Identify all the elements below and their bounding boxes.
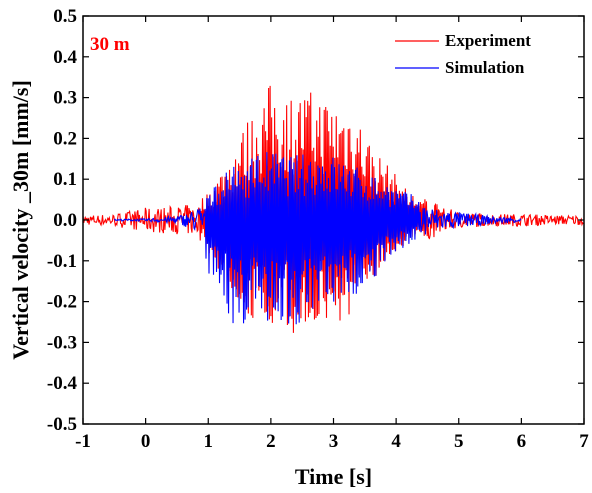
y-tick-label: 0.1: [53, 169, 77, 190]
y-tick-label: 0.0: [53, 210, 77, 231]
distance-annotation: 30 m: [90, 34, 130, 55]
y-tick-label: -0.1: [47, 251, 77, 272]
series-line-simulation: [114, 152, 522, 325]
x-tick-label: -1: [75, 431, 91, 452]
x-tick-label: 6: [517, 431, 527, 452]
axis-ticks: [82, 15, 585, 425]
x-tick-label: 4: [391, 431, 401, 452]
x-tick-label: 2: [266, 431, 276, 452]
y-tick-label: -0.5: [47, 414, 77, 435]
y-tick-label: -0.4: [47, 373, 78, 394]
x-tick-label: 5: [454, 431, 464, 452]
y-tick-label: 0.3: [53, 88, 77, 109]
y-tick-label: 0.2: [53, 128, 77, 149]
legend: Experiment Simulation: [395, 31, 531, 77]
y-tick-label: 0.4: [53, 47, 77, 68]
x-tick-label: 0: [141, 431, 151, 452]
x-tick-labels: -1 0 1 2 3 4 5 6 7: [75, 431, 589, 452]
x-axis-title: Time [s]: [295, 464, 372, 489]
y-axis-title: Vertical velocity _30m [mm/s]: [8, 80, 33, 360]
y-tick-labels: -0.5 -0.4 -0.3 -0.2 -0.1 0.0 0.1 0.2 0.3 0.4 0.5: [47, 6, 78, 435]
y-tick-label: -0.2: [47, 292, 77, 313]
y-tick-label: 0.5: [53, 6, 77, 27]
x-tick-label: 3: [329, 431, 339, 452]
x-tick-label: 1: [204, 431, 214, 452]
legend-label-simulation: Simulation: [445, 58, 525, 77]
y-tick-label: -0.3: [47, 332, 77, 353]
legend-label-experiment: Experiment: [445, 31, 531, 50]
plot-lines: [82, 85, 584, 333]
x-tick-label: 7: [579, 431, 589, 452]
